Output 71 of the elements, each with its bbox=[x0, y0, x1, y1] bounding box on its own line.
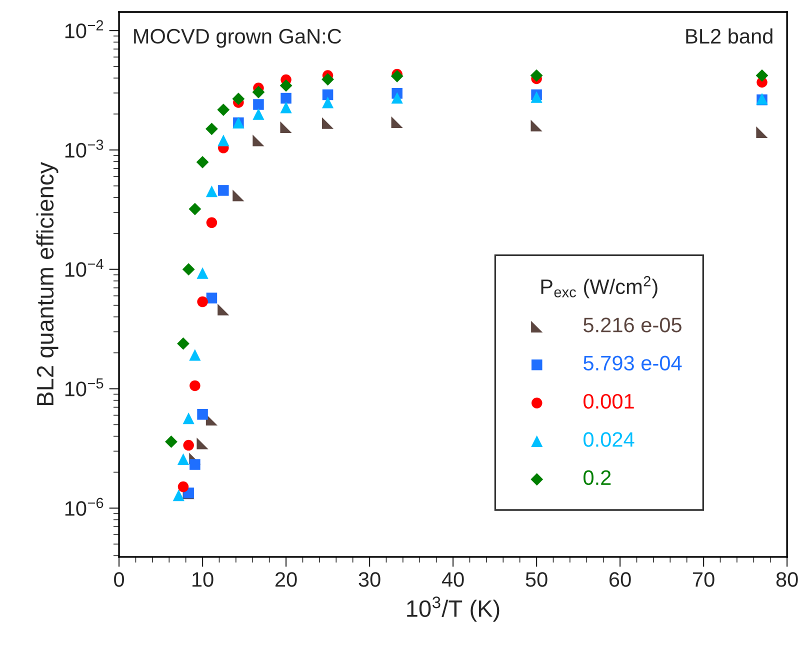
annotation: BL2 band bbox=[686, 28, 772, 44]
y-tick-label: 10$^{−6}$ bbox=[65, 498, 104, 516]
point bbox=[756, 126, 768, 138]
point bbox=[252, 108, 264, 120]
point bbox=[280, 92, 292, 104]
point bbox=[196, 267, 208, 279]
point bbox=[190, 459, 200, 470]
x-tick-label: 30 bbox=[358, 572, 380, 587]
point bbox=[196, 438, 208, 450]
x-axis-title: 10$^{3}$/T (K) bbox=[407, 596, 500, 622]
legend-label: 0.001 bbox=[584, 394, 634, 409]
point bbox=[322, 73, 334, 86]
point bbox=[165, 436, 178, 448]
point bbox=[189, 349, 201, 361]
point bbox=[197, 296, 208, 308]
annotation: MOCVD grown GaN:C bbox=[134, 28, 342, 48]
x-tick-label: 80 bbox=[776, 572, 798, 587]
x-tick-label: 20 bbox=[276, 572, 297, 587]
point bbox=[322, 117, 334, 129]
point bbox=[177, 337, 190, 350]
legend-label: 5.216 e-05 bbox=[584, 318, 682, 332]
x-tick-label: 10 bbox=[192, 572, 214, 587]
point bbox=[182, 412, 194, 424]
point bbox=[391, 116, 403, 128]
point bbox=[530, 91, 542, 103]
point bbox=[756, 69, 768, 82]
point bbox=[252, 134, 264, 146]
legend-label: 5.793 e-04 bbox=[584, 356, 682, 371]
point bbox=[172, 490, 184, 502]
point bbox=[280, 102, 292, 114]
point bbox=[218, 185, 229, 196]
legend-label: 0.024 bbox=[584, 432, 634, 447]
point bbox=[252, 86, 265, 98]
y-tick-label: 10$^{−5}$ bbox=[65, 378, 104, 396]
point bbox=[280, 121, 292, 134]
point bbox=[190, 380, 200, 392]
y-tick-label: 10$^{−3}$ bbox=[65, 140, 104, 158]
point bbox=[391, 92, 403, 104]
point bbox=[218, 134, 230, 146]
x-tick-label: 70 bbox=[693, 572, 714, 587]
x-tick-label: 60 bbox=[610, 572, 631, 587]
y-tick-label: 10$^{−4}$ bbox=[65, 258, 104, 277]
point bbox=[232, 92, 245, 106]
y-tick-label: 10$^{−2}$ bbox=[65, 20, 104, 38]
point bbox=[178, 481, 189, 492]
x-tick-label: 50 bbox=[526, 572, 548, 587]
legend-title: P$_{exc}$ (W/cm$^{2}$) bbox=[541, 276, 658, 298]
point bbox=[206, 292, 218, 304]
point bbox=[218, 304, 230, 316]
legend-label: 0.2 bbox=[584, 470, 611, 486]
point bbox=[177, 453, 190, 466]
y-axis-title: BL2 quantum efficiency bbox=[36, 162, 58, 406]
x-tick-label: 40 bbox=[442, 572, 464, 587]
point bbox=[206, 186, 218, 198]
point bbox=[530, 69, 543, 82]
point bbox=[188, 202, 202, 216]
point bbox=[206, 122, 218, 136]
point bbox=[217, 104, 230, 116]
point bbox=[206, 217, 218, 228]
point bbox=[197, 409, 208, 420]
point bbox=[182, 263, 195, 276]
point bbox=[322, 96, 334, 108]
point bbox=[322, 89, 334, 100]
x-tick-label: 0 bbox=[114, 572, 124, 587]
point bbox=[196, 156, 209, 168]
point bbox=[530, 120, 542, 132]
point bbox=[390, 70, 404, 82]
point bbox=[183, 440, 194, 451]
point bbox=[253, 99, 264, 110]
point bbox=[280, 79, 292, 92]
point bbox=[232, 190, 244, 202]
